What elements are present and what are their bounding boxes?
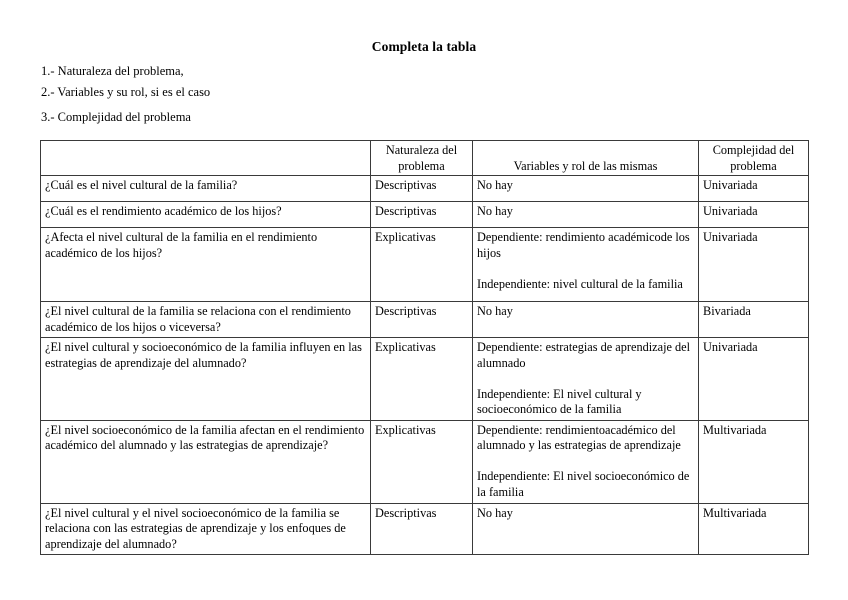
table-row: ¿Cuál es el nivel cultural de la familia… bbox=[40, 175, 809, 202]
column-header-complexity: Complejidad del problema bbox=[698, 140, 809, 176]
cell-nature: Descriptivas bbox=[370, 175, 473, 202]
intro-list-item-2: 2.- Variables y su rol, si es el caso bbox=[41, 85, 211, 99]
cell-complexity: Multivariada bbox=[698, 419, 809, 504]
table-row: ¿Afecta el nivel cultural de la familia … bbox=[40, 227, 809, 302]
table-body: ¿Cuál es el nivel cultural de la familia… bbox=[40, 175, 809, 555]
cell-question: ¿El nivel cultural de la familia se rela… bbox=[40, 301, 371, 338]
cell-variables: Dependiente: rendimientoacadémico del al… bbox=[472, 419, 699, 504]
cell-nature: Explicativas bbox=[370, 419, 473, 504]
cell-complexity: Univariada bbox=[698, 201, 809, 228]
cell-nature: Descriptivas bbox=[370, 201, 473, 228]
intro-list-item-3: 3.- Complejidad del problema bbox=[41, 110, 191, 124]
cell-question: ¿El nivel socioeconómico de la familia a… bbox=[40, 419, 371, 504]
cell-variables: Dependiente: estrategias de aprendizaje … bbox=[472, 337, 699, 421]
column-header-nature: Naturaleza del problema bbox=[370, 140, 473, 176]
cell-complexity: Univariada bbox=[698, 175, 809, 202]
cell-variables-dependent: Dependiente: estrategias de aprendizaje … bbox=[477, 340, 691, 370]
table-header: Naturaleza del problema Variables y rol … bbox=[40, 140, 809, 176]
cell-variables-dependent: Dependiente: rendimiento académicode los… bbox=[477, 230, 690, 260]
cell-complexity: Univariada bbox=[698, 337, 809, 421]
cell-variables: Dependiente: rendimiento académicode los… bbox=[472, 227, 699, 302]
cell-nature: Descriptivas bbox=[370, 301, 473, 338]
cell-variables-dependent: No hay bbox=[477, 178, 513, 192]
cell-nature: Explicativas bbox=[370, 337, 473, 421]
table-row: ¿Cuál es el rendimiento académico de los… bbox=[40, 201, 809, 228]
cell-nature: Descriptivas bbox=[370, 502, 473, 555]
cell-question: ¿Cuál es el rendimiento académico de los… bbox=[40, 201, 371, 228]
table-row: ¿El nivel cultural de la familia se rela… bbox=[40, 301, 809, 338]
problems-table: Naturaleza del problema Variables y rol … bbox=[40, 140, 809, 555]
column-header-question bbox=[40, 140, 371, 176]
cell-question: ¿Afecta el nivel cultural de la familia … bbox=[40, 227, 371, 302]
intro-list: 1.- Naturaleza del problema, 2.- Variabl… bbox=[41, 61, 441, 128]
cell-variables-dependent: No hay bbox=[477, 204, 513, 218]
cell-variables: No hay bbox=[472, 175, 699, 202]
table-row: ¿El nivel cultural y el nivel socioeconó… bbox=[40, 502, 809, 555]
cell-variables-dependent: No hay bbox=[477, 505, 513, 520]
cell-variables-independent: Independiente: El nivel socioeconómico d… bbox=[477, 469, 690, 499]
problems-table-wrapper: Naturaleza del problema Variables y rol … bbox=[40, 140, 809, 555]
cell-complexity: Bivariada bbox=[698, 301, 809, 338]
cell-variables: No hay bbox=[472, 201, 699, 228]
cell-question: ¿El nivel cultural y el nivel socioeconó… bbox=[40, 502, 371, 555]
cell-variables-independent: Independiente: El nivel cultural y socio… bbox=[477, 386, 642, 417]
cell-variables-dependent: No hay bbox=[477, 304, 513, 318]
page-title: Completa la tabla bbox=[371, 39, 477, 54]
cell-variables: No hay bbox=[472, 301, 699, 338]
cell-variables-independent: Independiente: nivel cultural de la fami… bbox=[477, 276, 683, 291]
table-header-row: Naturaleza del problema Variables y rol … bbox=[40, 140, 809, 176]
intro-list-item-1: 1.- Naturaleza del problema, bbox=[41, 64, 184, 78]
cell-variables: No hay bbox=[472, 502, 699, 555]
cell-variables-dependent: Dependiente: rendimientoacadémico del al… bbox=[477, 422, 681, 453]
column-header-variables: Variables y rol de las mismas bbox=[472, 140, 699, 176]
cell-question: ¿Cuál es el nivel cultural de la familia… bbox=[40, 175, 371, 202]
cell-complexity: Multivariada bbox=[698, 502, 809, 555]
table-row: ¿El nivel cultural y socioeconómico de l… bbox=[40, 337, 809, 421]
cell-complexity: Univariada bbox=[698, 227, 809, 302]
cell-nature: Explicativas bbox=[370, 227, 473, 302]
cell-question: ¿El nivel cultural y socioeconómico de l… bbox=[40, 337, 371, 421]
table-row: ¿El nivel socioeconómico de la familia a… bbox=[40, 419, 809, 504]
